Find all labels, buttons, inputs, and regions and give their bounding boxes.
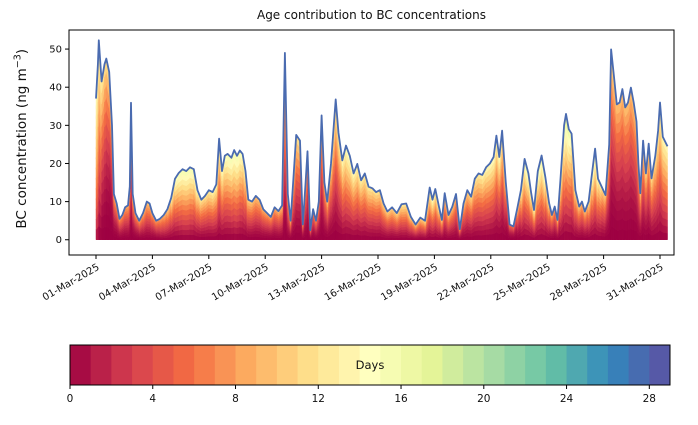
x-tick-label: 13-Mar-2025 [266, 262, 327, 303]
y-axis-ticks: 0 10 20 30 40 50 [49, 45, 69, 246]
y-tick-label: 50 [49, 45, 62, 56]
colorbar-tick-label: 24 [560, 393, 574, 405]
x-tick-label: 04-Mar-2025 [97, 262, 158, 303]
x-tick-label: 25-Mar-2025 [492, 262, 553, 303]
colorbar: 0 4 8 12 16 20 24 28 [67, 344, 671, 405]
colorbar-tick-label: 0 [67, 393, 74, 405]
y-tick-label: 20 [49, 159, 62, 170]
chart-title: Age contribution to BC concentrations [256, 8, 486, 22]
colorbar-tick-label: 20 [477, 393, 490, 405]
colorbar-tick-label: 28 [643, 393, 656, 405]
x-tick-label: 31-Mar-2025 [605, 262, 666, 303]
x-tick-label: 22-Mar-2025 [436, 262, 497, 303]
colorbar-tick-label: 4 [149, 393, 156, 405]
colorbar-border [69, 344, 671, 386]
x-axis-ticks: 01-Mar-202504-Mar-202507-Mar-202510-Mar-… [41, 255, 666, 303]
x-tick-label: 07-Mar-2025 [154, 262, 215, 303]
y-tick-label: 10 [49, 197, 62, 208]
age-stacked-area [95, 40, 668, 240]
x-tick-label: 16-Mar-2025 [323, 262, 384, 303]
y-axis-label-close: ) [13, 48, 30, 55]
x-tick-label: 10-Mar-2025 [210, 262, 271, 303]
y-tick-label: 40 [49, 83, 62, 94]
x-tick-label: 28-Mar-2025 [548, 262, 609, 303]
colorbar-label: Days [355, 358, 385, 372]
total-envelope-line [95, 39, 669, 232]
plot-border [68, 29, 675, 256]
colorbar-tick-label: 16 [394, 393, 408, 405]
y-axis-label-text: BC concentration (ng m [13, 68, 30, 229]
x-tick-label: 01-Mar-2025 [41, 262, 102, 303]
colorbar-tick-label: 12 [312, 393, 325, 405]
y-tick-label: 30 [49, 121, 62, 132]
x-tick-label: 19-Mar-2025 [379, 262, 440, 303]
y-axis-label: BC concentration (ng m−3) [12, 19, 30, 259]
colorbar-tick-label: 8 [232, 393, 239, 405]
y-axis-label-superscript: −3 [12, 54, 24, 69]
y-tick-label: 0 [56, 235, 62, 246]
